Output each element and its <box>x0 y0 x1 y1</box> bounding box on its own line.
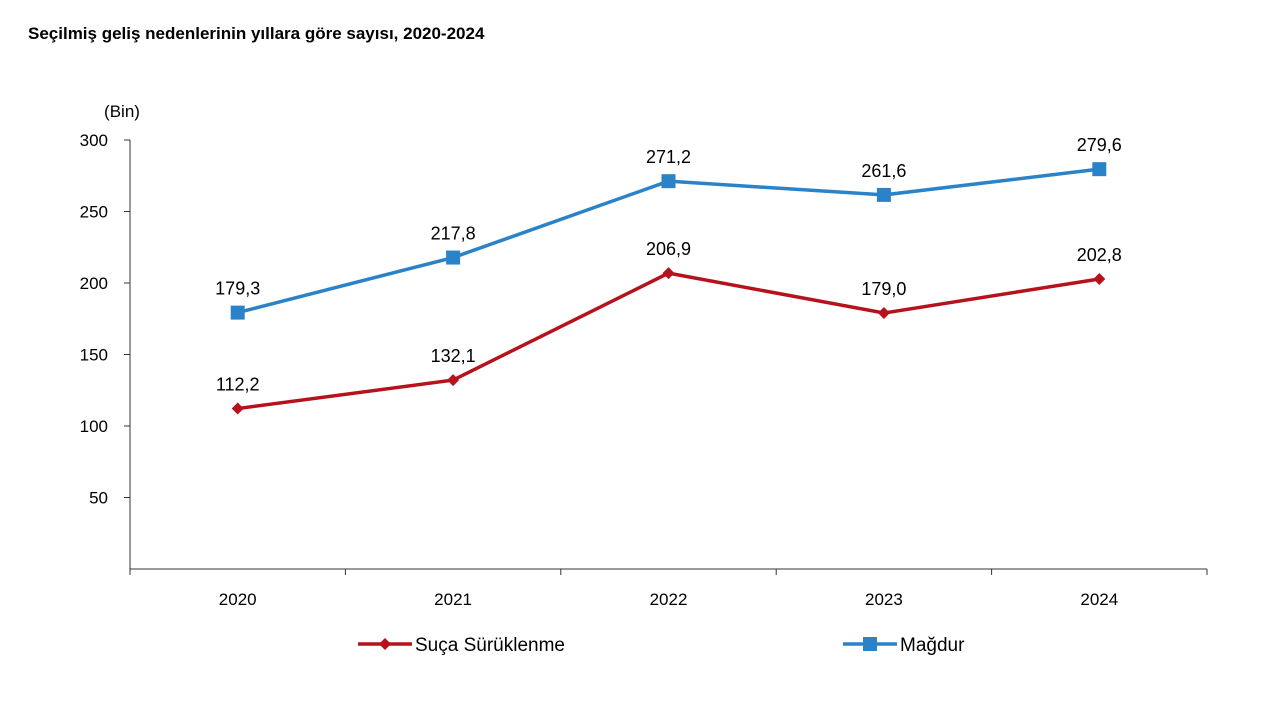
legend-label: Mağdur <box>900 635 965 656</box>
data-label: 179,3 <box>215 279 260 299</box>
x-tick-label: 2021 <box>434 590 472 609</box>
data-point-square <box>446 250 461 265</box>
x-tick-label: 2024 <box>1080 590 1118 609</box>
data-label: 179,0 <box>861 279 906 299</box>
data-point-diamond <box>1093 272 1106 285</box>
y-tick-label: 150 <box>80 346 108 365</box>
chart-title: Seçilmiş geliş nedenlerinin yıllara göre… <box>28 24 485 43</box>
x-tick-label: 2023 <box>865 590 903 609</box>
data-label: 202,8 <box>1077 245 1122 265</box>
data-point-square <box>876 187 891 202</box>
data-label: 112,2 <box>216 375 260 395</box>
x-tick-label: 2020 <box>219 590 257 609</box>
data-label: 279,6 <box>1077 135 1122 155</box>
data-label: 271,2 <box>646 147 691 167</box>
data-point-square <box>230 305 245 320</box>
data-point-diamond <box>662 267 675 280</box>
data-point-diamond <box>231 402 244 415</box>
data-point-diamond <box>877 307 890 320</box>
legend-diamond-marker <box>379 638 391 650</box>
x-tick-label: 2022 <box>650 590 688 609</box>
y-tick-label: 250 <box>80 203 108 222</box>
series-line-suca <box>237 271 1100 411</box>
legend-square-marker <box>863 637 877 651</box>
legend-label: Suça Sürüklenme <box>415 635 565 656</box>
data-label: 217,8 <box>431 224 476 244</box>
data-point-square <box>661 174 676 189</box>
data-label: 261,6 <box>861 161 906 181</box>
data-point-diamond <box>447 374 460 387</box>
y-unit-label: (Bin) <box>104 102 140 121</box>
data-label: 132,1 <box>431 346 476 366</box>
y-tick-label: 300 <box>80 131 108 150</box>
y-tick-label: 50 <box>89 489 108 508</box>
data-label: 206,9 <box>646 239 691 259</box>
y-tick-label: 100 <box>80 417 108 436</box>
y-tick-label: 200 <box>80 274 108 293</box>
data-point-square <box>1092 162 1107 177</box>
